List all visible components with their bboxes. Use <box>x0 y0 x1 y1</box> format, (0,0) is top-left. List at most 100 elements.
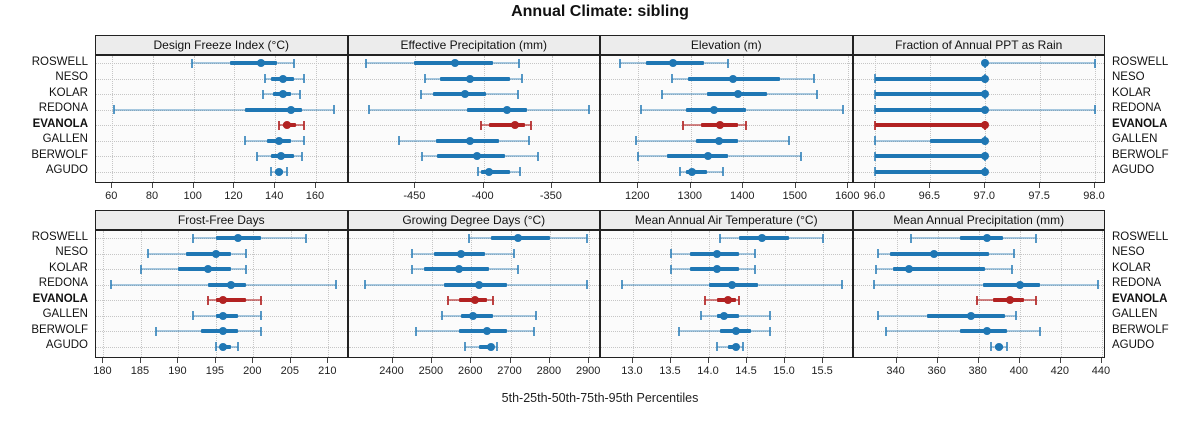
panel-strip: Mean Annual Air Temperature (°C) <box>600 210 853 230</box>
whisker-cap-high <box>1096 280 1099 289</box>
axis-tick <box>1100 358 1102 363</box>
gridline-vertical <box>638 56 640 182</box>
whisker-cap-high <box>822 233 825 243</box>
panel-strip: Mean Annual Precipitation (mm) <box>852 210 1105 230</box>
gridline-horizontal <box>601 171 852 173</box>
axis-tick <box>977 358 979 363</box>
axis-tick-label: 15.5 <box>811 365 833 377</box>
axis-tick-label: 2800 <box>536 365 562 377</box>
gridline-horizontal <box>853 346 1104 348</box>
axis-tick <box>177 358 179 363</box>
gridline-vertical <box>328 231 330 357</box>
whisker-cap-low <box>113 105 116 114</box>
whisker-iqr <box>215 313 239 318</box>
whisker-cap-low <box>255 151 258 161</box>
whisker-cap-high <box>768 311 771 320</box>
median-dot <box>710 105 719 114</box>
station-label-right: EVANOLA <box>1112 117 1168 130</box>
station-label-right: EVANOLA <box>1112 292 1168 305</box>
whisker-iqr <box>467 107 528 112</box>
axis-tick <box>289 358 291 363</box>
gridline-horizontal <box>853 284 1104 286</box>
gridline-vertical <box>153 56 155 182</box>
axis-tick <box>822 358 824 363</box>
gridline-horizontal <box>348 171 599 173</box>
axis-tick <box>936 358 938 363</box>
gridline-vertical <box>1101 231 1103 357</box>
station-label-right: AGUDO <box>1112 339 1155 351</box>
whisker-cap-low <box>423 74 426 83</box>
whisker-cap-high <box>726 58 729 68</box>
median-dot <box>981 74 990 83</box>
whisker-cap-high <box>1012 249 1015 258</box>
whisker-cap-high <box>259 295 262 305</box>
median-dot <box>981 121 990 129</box>
median-dot <box>279 74 288 83</box>
whisker-range <box>114 108 335 111</box>
axis-tick <box>929 183 931 188</box>
whisker-iqr <box>875 107 986 112</box>
axis-tick-label: 97.0 <box>973 190 995 202</box>
whisker-cap-high <box>518 58 521 68</box>
axis-tick-label: 120 <box>224 190 243 202</box>
median-dot <box>457 249 466 258</box>
gridline-horizontal <box>348 238 599 239</box>
gridline-vertical <box>415 56 417 182</box>
median-dot <box>981 167 990 176</box>
axis-tick-label: 80 <box>145 190 159 202</box>
axis-tick-label: 13.0 <box>621 365 643 377</box>
whisker-iqr <box>982 282 1041 287</box>
station-label-left: KOLAR <box>49 86 88 99</box>
gridline-vertical <box>253 231 255 357</box>
whisker-cap-low <box>411 249 414 258</box>
median-dot <box>734 90 742 98</box>
whisker-cap-high <box>768 326 771 336</box>
panel-plot <box>95 55 348 183</box>
whisker-cap-high <box>753 264 756 274</box>
whisker-iqr <box>489 123 525 127</box>
gridline-vertical <box>1040 56 1042 182</box>
whisker-cap-high <box>516 89 519 99</box>
whisker-cap-high <box>237 342 240 351</box>
station-label-left: NESO <box>55 71 88 83</box>
median-dot <box>704 152 713 160</box>
median-dot <box>486 342 495 351</box>
whisker-iqr <box>875 169 986 174</box>
axis-tick <box>794 183 796 188</box>
axis-tick-label: 195 <box>205 365 225 377</box>
panel-plot <box>95 230 348 358</box>
whisker-cap-high <box>334 280 337 289</box>
median-dot <box>982 234 991 242</box>
axis-tick-label: 13.5 <box>659 365 681 377</box>
axis-tick <box>414 183 416 188</box>
whisker-cap-low <box>618 58 621 68</box>
station-label-left: ROSWELL <box>31 230 88 243</box>
median-dot <box>211 249 220 258</box>
station-label-right: GALLEN <box>1112 308 1158 320</box>
whisker-cap-low <box>877 311 880 320</box>
gridline-vertical <box>1095 56 1097 182</box>
whisker-iqr <box>875 154 986 158</box>
whisker-cap-low <box>468 233 471 243</box>
whisker-cap-low <box>669 249 672 258</box>
whisker-cap-high <box>1035 233 1038 243</box>
axis-tick <box>1094 183 1096 188</box>
whisker-cap-low <box>681 120 684 130</box>
median-dot <box>472 152 481 160</box>
gridline-vertical <box>1060 231 1062 357</box>
whisker-cap-high <box>1039 326 1042 336</box>
median-dot <box>283 121 292 129</box>
whisker-cap-low <box>365 58 368 68</box>
whisker-iqr <box>927 313 1006 318</box>
whisker-iqr <box>685 169 707 174</box>
whisker-cap-high <box>244 249 247 258</box>
whisker-cap-low <box>261 89 264 99</box>
gridline-vertical <box>483 56 485 182</box>
axis-tick-label: 200 <box>243 365 262 377</box>
station-label-left: KOLAR <box>49 261 88 274</box>
panel-strip: Growing Degree Days (°C) <box>347 210 600 230</box>
whisker-cap-low <box>154 326 157 336</box>
whisker-cap-high <box>1035 295 1038 305</box>
whisker-cap-low <box>398 136 400 145</box>
median-dot <box>469 311 478 320</box>
